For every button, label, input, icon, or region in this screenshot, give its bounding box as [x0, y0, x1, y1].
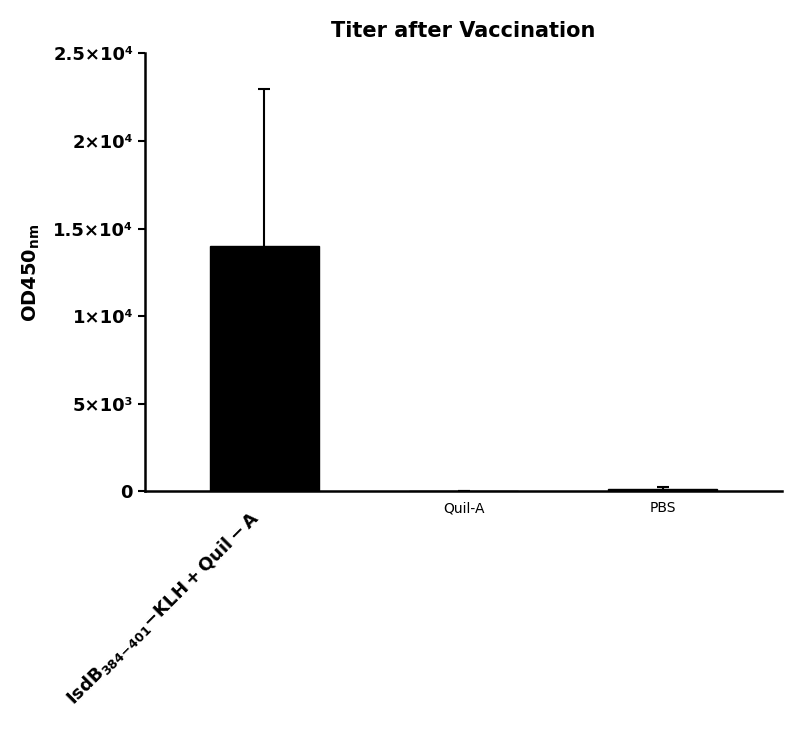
- Bar: [607, 489, 716, 491]
- Y-axis label: $\mathbf{OD450}_{\mathbf{nm}}$: $\mathbf{OD450}_{\mathbf{nm}}$: [21, 223, 42, 322]
- Text: $\mathbf{IsdB}_{\mathbf{384\!-\!401}}$$\mathbf{-KLH+Quil-A}$: $\mathbf{IsdB}_{\mathbf{384\!-\!401}}$$\…: [63, 507, 264, 709]
- Title: Titer after Vaccination: Titer after Vaccination: [331, 20, 595, 41]
- Bar: [209, 246, 318, 491]
